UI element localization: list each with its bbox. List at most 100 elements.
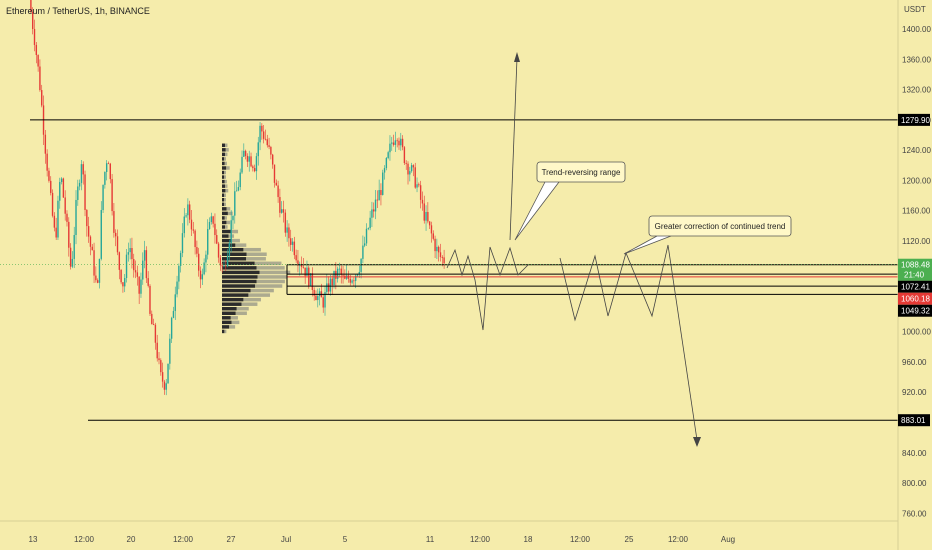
- volume-profile-bar: [224, 179, 227, 184]
- candle-body: [165, 383, 167, 390]
- volume-profile-bar: [231, 320, 240, 325]
- price-axis[interactable]: USDT1400.001360.001320.001280.001240.001…: [897, 0, 932, 550]
- annotation-greater-correction-pointer: [623, 235, 672, 255]
- volume-profile-bar: [230, 229, 239, 234]
- candle-body: [273, 164, 276, 183]
- candle-body: [221, 265, 223, 267]
- candle-body: [407, 163, 409, 175]
- x-tick-label: 5: [343, 535, 348, 544]
- y-tick-label: 1200.00: [902, 176, 931, 185]
- volume-profile-bar: [225, 225, 228, 229]
- candle-body: [437, 246, 440, 253]
- volume-profile-bar: [227, 211, 233, 216]
- candle-body: [443, 257, 445, 264]
- candle-body: [57, 200, 59, 238]
- volume-profile-bar: [259, 270, 291, 275]
- volume-profile-bar: [226, 220, 231, 225]
- time-axis[interactable]: 13 12:00 20 12:00 27 Jul 5 11 12:00 18 12:00 25 12:0…: [0, 520, 898, 544]
- candle-body: [436, 246, 438, 252]
- volume-profile-bar: [222, 238, 232, 243]
- scenario-path-lower: [559, 244, 698, 441]
- candle-body: [181, 233, 184, 254]
- candle-body: [154, 324, 157, 343]
- candle-body: [315, 295, 317, 301]
- candle-body: [98, 258, 101, 283]
- volume-profile-bar: [222, 216, 225, 220]
- volume-profile-bar: [222, 220, 227, 225]
- candle-body: [120, 269, 122, 283]
- candle-body: [223, 265, 225, 267]
- volume-profile-bar: [222, 257, 247, 261]
- volume-profile-bar: [243, 247, 261, 252]
- volume-profile-bar: [235, 243, 247, 247]
- volume-profile-bar: [224, 157, 226, 161]
- candle-body: [35, 44, 38, 56]
- volume-profile-bar: [222, 184, 226, 188]
- volume-profile-bar: [224, 216, 227, 220]
- candle-body: [142, 260, 144, 280]
- candle-body: [297, 260, 299, 266]
- candle-body: [290, 238, 292, 245]
- candle-body: [115, 232, 117, 237]
- candle-body: [234, 191, 236, 216]
- volume-profile-bar: [224, 198, 226, 202]
- candle-body: [124, 278, 126, 287]
- candle-body: [216, 235, 218, 244]
- candle-body: [327, 283, 330, 292]
- candle-body: [374, 199, 377, 212]
- y-tick-label: 920.00: [902, 388, 927, 397]
- candle-body: [414, 167, 416, 188]
- volume-profile-bar: [243, 297, 261, 302]
- annotations: Trend-reversing range Greater correction …: [514, 161, 792, 255]
- candle-body: [232, 215, 234, 221]
- candle-body: [293, 241, 296, 256]
- volume-profile-bar: [230, 316, 238, 320]
- y-tick-label: 1160.00: [902, 207, 931, 216]
- candle-body: [136, 272, 139, 277]
- volume-profile-bar: [224, 329, 227, 334]
- candle-body: [271, 154, 274, 165]
- candle-body: [167, 363, 169, 384]
- candle-body: [111, 179, 113, 212]
- x-tick-label: 12:00: [173, 535, 194, 544]
- candle-body: [183, 216, 185, 234]
- candle-body: [53, 215, 56, 228]
- candle-body: [160, 360, 162, 373]
- y-tick-label: 960.00: [902, 358, 927, 367]
- candle-body: [107, 163, 110, 165]
- volume-profile-bar: [236, 306, 249, 311]
- candle-body: [225, 265, 227, 267]
- volume-profile-bar: [231, 238, 240, 243]
- symbol-title[interactable]: Ethereum / TetherUS, 1h, BINANCE: [6, 6, 150, 16]
- volume-profile-bar: [222, 188, 226, 193]
- candle-body: [261, 125, 263, 132]
- candle-body: [64, 197, 66, 214]
- candle-body: [48, 170, 50, 181]
- annotation-trend-reversing-pointer: [514, 181, 560, 241]
- key-level-label: 883.01: [901, 416, 926, 425]
- candle-body: [44, 134, 47, 154]
- volume-profile-bar: [222, 297, 244, 302]
- candle-body: [152, 324, 155, 325]
- volume-profile-bar: [222, 270, 260, 275]
- candle-body: [118, 252, 121, 270]
- candle-body: [324, 292, 326, 308]
- candle-body: [342, 274, 344, 276]
- candle-body: [432, 233, 434, 239]
- volume-profile-bar: [222, 293, 249, 297]
- horizontal-levels: [0, 119, 898, 421]
- x-tick-label: 12:00: [570, 535, 591, 544]
- candle-body: [326, 283, 328, 293]
- candle-body: [257, 142, 259, 157]
- candle-body: [51, 192, 54, 216]
- candle-body: [210, 216, 213, 222]
- key-level-badge: [898, 414, 930, 427]
- candle-body: [59, 182, 61, 201]
- candle-body: [376, 199, 379, 201]
- candle-body: [340, 268, 342, 275]
- candle-body: [178, 265, 180, 282]
- candle-body: [318, 291, 321, 297]
- candle-body: [286, 227, 288, 233]
